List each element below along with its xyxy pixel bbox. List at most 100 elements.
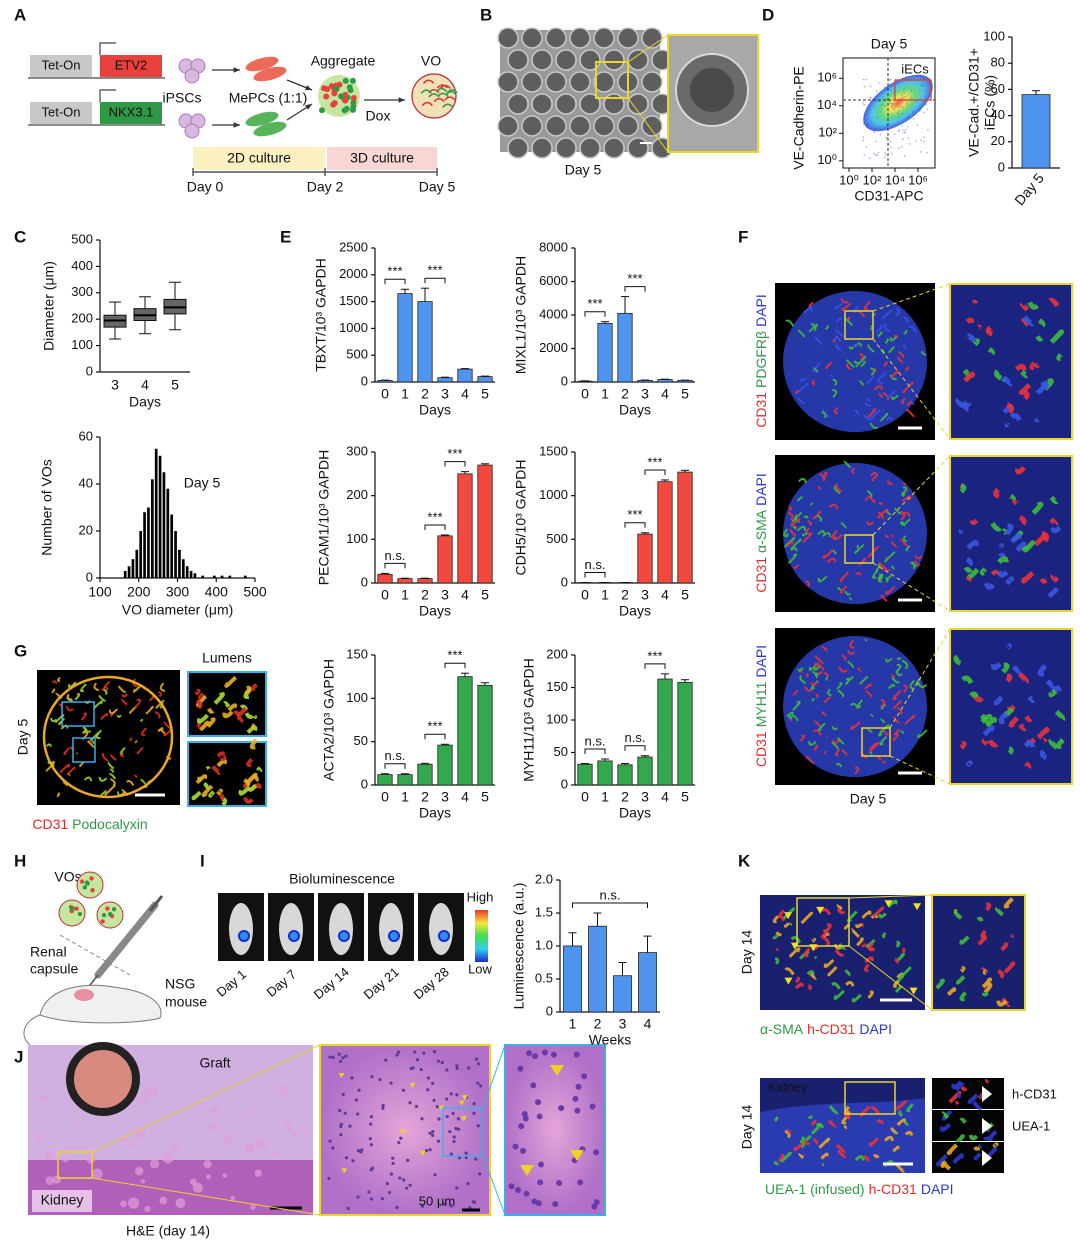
nucleus	[536, 1113, 543, 1120]
event	[893, 92, 895, 94]
stain	[823, 672, 830, 678]
stain	[793, 525, 798, 529]
x-tick-label: 3	[441, 789, 449, 805]
stain	[996, 570, 1009, 578]
stain	[965, 317, 975, 324]
stain	[799, 1139, 806, 1149]
stain	[905, 545, 911, 552]
vessel-marker	[419, 1150, 426, 1156]
nucleus	[476, 1081, 480, 1085]
stain	[981, 977, 993, 989]
x-tick-label: 3	[641, 789, 649, 805]
significance-bracket	[624, 286, 646, 292]
vo-cell	[90, 888, 95, 893]
organoid	[555, 137, 577, 159]
stain	[880, 348, 885, 355]
stain	[808, 323, 819, 333]
x-tick-label: 500	[243, 584, 267, 600]
stain	[817, 530, 825, 536]
stain	[785, 533, 790, 537]
y-tick-label: 100	[346, 531, 368, 546]
he-texture	[42, 1094, 49, 1102]
event	[900, 100, 902, 102]
stain	[139, 779, 147, 785]
stain	[867, 408, 877, 418]
stain	[956, 1092, 962, 1100]
vessel-marker	[409, 1082, 416, 1088]
organoid	[507, 49, 529, 71]
stain	[998, 552, 1006, 559]
histogram-bar	[243, 575, 247, 578]
zoom-line	[889, 628, 951, 729]
mouse-body	[279, 903, 303, 955]
event	[912, 112, 914, 114]
nucleus	[396, 1050, 401, 1054]
bar	[457, 473, 473, 584]
stain	[985, 325, 994, 337]
he-texture	[134, 1166, 144, 1176]
stain	[870, 472, 879, 477]
stain	[908, 325, 918, 333]
nucleus	[593, 1149, 600, 1156]
stain	[244, 712, 254, 720]
nucleus	[341, 1056, 345, 1060]
zoom-box	[844, 310, 874, 340]
nucleus	[591, 1203, 598, 1210]
nucleus	[395, 1053, 399, 1057]
he-texture	[34, 1132, 43, 1141]
vo-vessel	[446, 89, 458, 94]
event	[923, 140, 925, 143]
stain	[862, 414, 870, 421]
nucleus	[405, 1186, 409, 1190]
stain	[993, 487, 1000, 499]
event	[903, 131, 905, 134]
event	[863, 154, 866, 156]
he-texture	[150, 1159, 160, 1169]
vo-cell	[111, 907, 117, 912]
stain	[901, 511, 911, 518]
stain	[973, 1146, 981, 1152]
y-tick-label: 4000	[539, 306, 568, 321]
organoid	[641, 115, 663, 137]
stain	[977, 1093, 984, 1100]
organoid	[627, 93, 649, 115]
nucleus	[356, 1195, 360, 1199]
stain	[972, 1100, 983, 1110]
y-axis-label: TBXT/10³ GAPDH	[313, 258, 329, 372]
histogram-bar	[162, 472, 166, 578]
significance-label: ***	[427, 263, 442, 278]
stain	[864, 402, 872, 408]
bar	[657, 678, 673, 786]
stain	[782, 907, 795, 920]
colorbar	[475, 910, 488, 962]
bar	[397, 774, 413, 786]
stain	[101, 752, 109, 762]
bar	[457, 676, 473, 786]
stain	[65, 705, 74, 712]
y-tick-label: 100	[546, 711, 568, 726]
stain	[816, 514, 822, 523]
y-tick-label: 0	[361, 373, 368, 388]
histogram-bar	[123, 570, 127, 578]
stain	[965, 575, 972, 583]
zoom-box	[57, 1151, 93, 1179]
bar	[417, 763, 433, 786]
stain	[1048, 297, 1060, 308]
stain	[119, 754, 125, 758]
x-tick-label: 10⁴	[885, 172, 905, 187]
x-tick-label: 10⁶	[908, 172, 928, 187]
vessel-marker	[438, 1105, 445, 1111]
label: Day 14	[739, 1105, 755, 1150]
organoid	[569, 115, 591, 137]
stain	[244, 685, 252, 696]
stain	[777, 1153, 785, 1163]
stain	[46, 743, 52, 747]
zoom-line	[627, 34, 669, 63]
stain	[894, 957, 899, 965]
stain-word: α-SMA	[753, 509, 769, 553]
vo-vessel	[439, 84, 451, 90]
aggregate-cell	[350, 106, 357, 113]
stain	[856, 937, 864, 947]
organoid	[497, 27, 519, 49]
stain	[806, 970, 815, 976]
